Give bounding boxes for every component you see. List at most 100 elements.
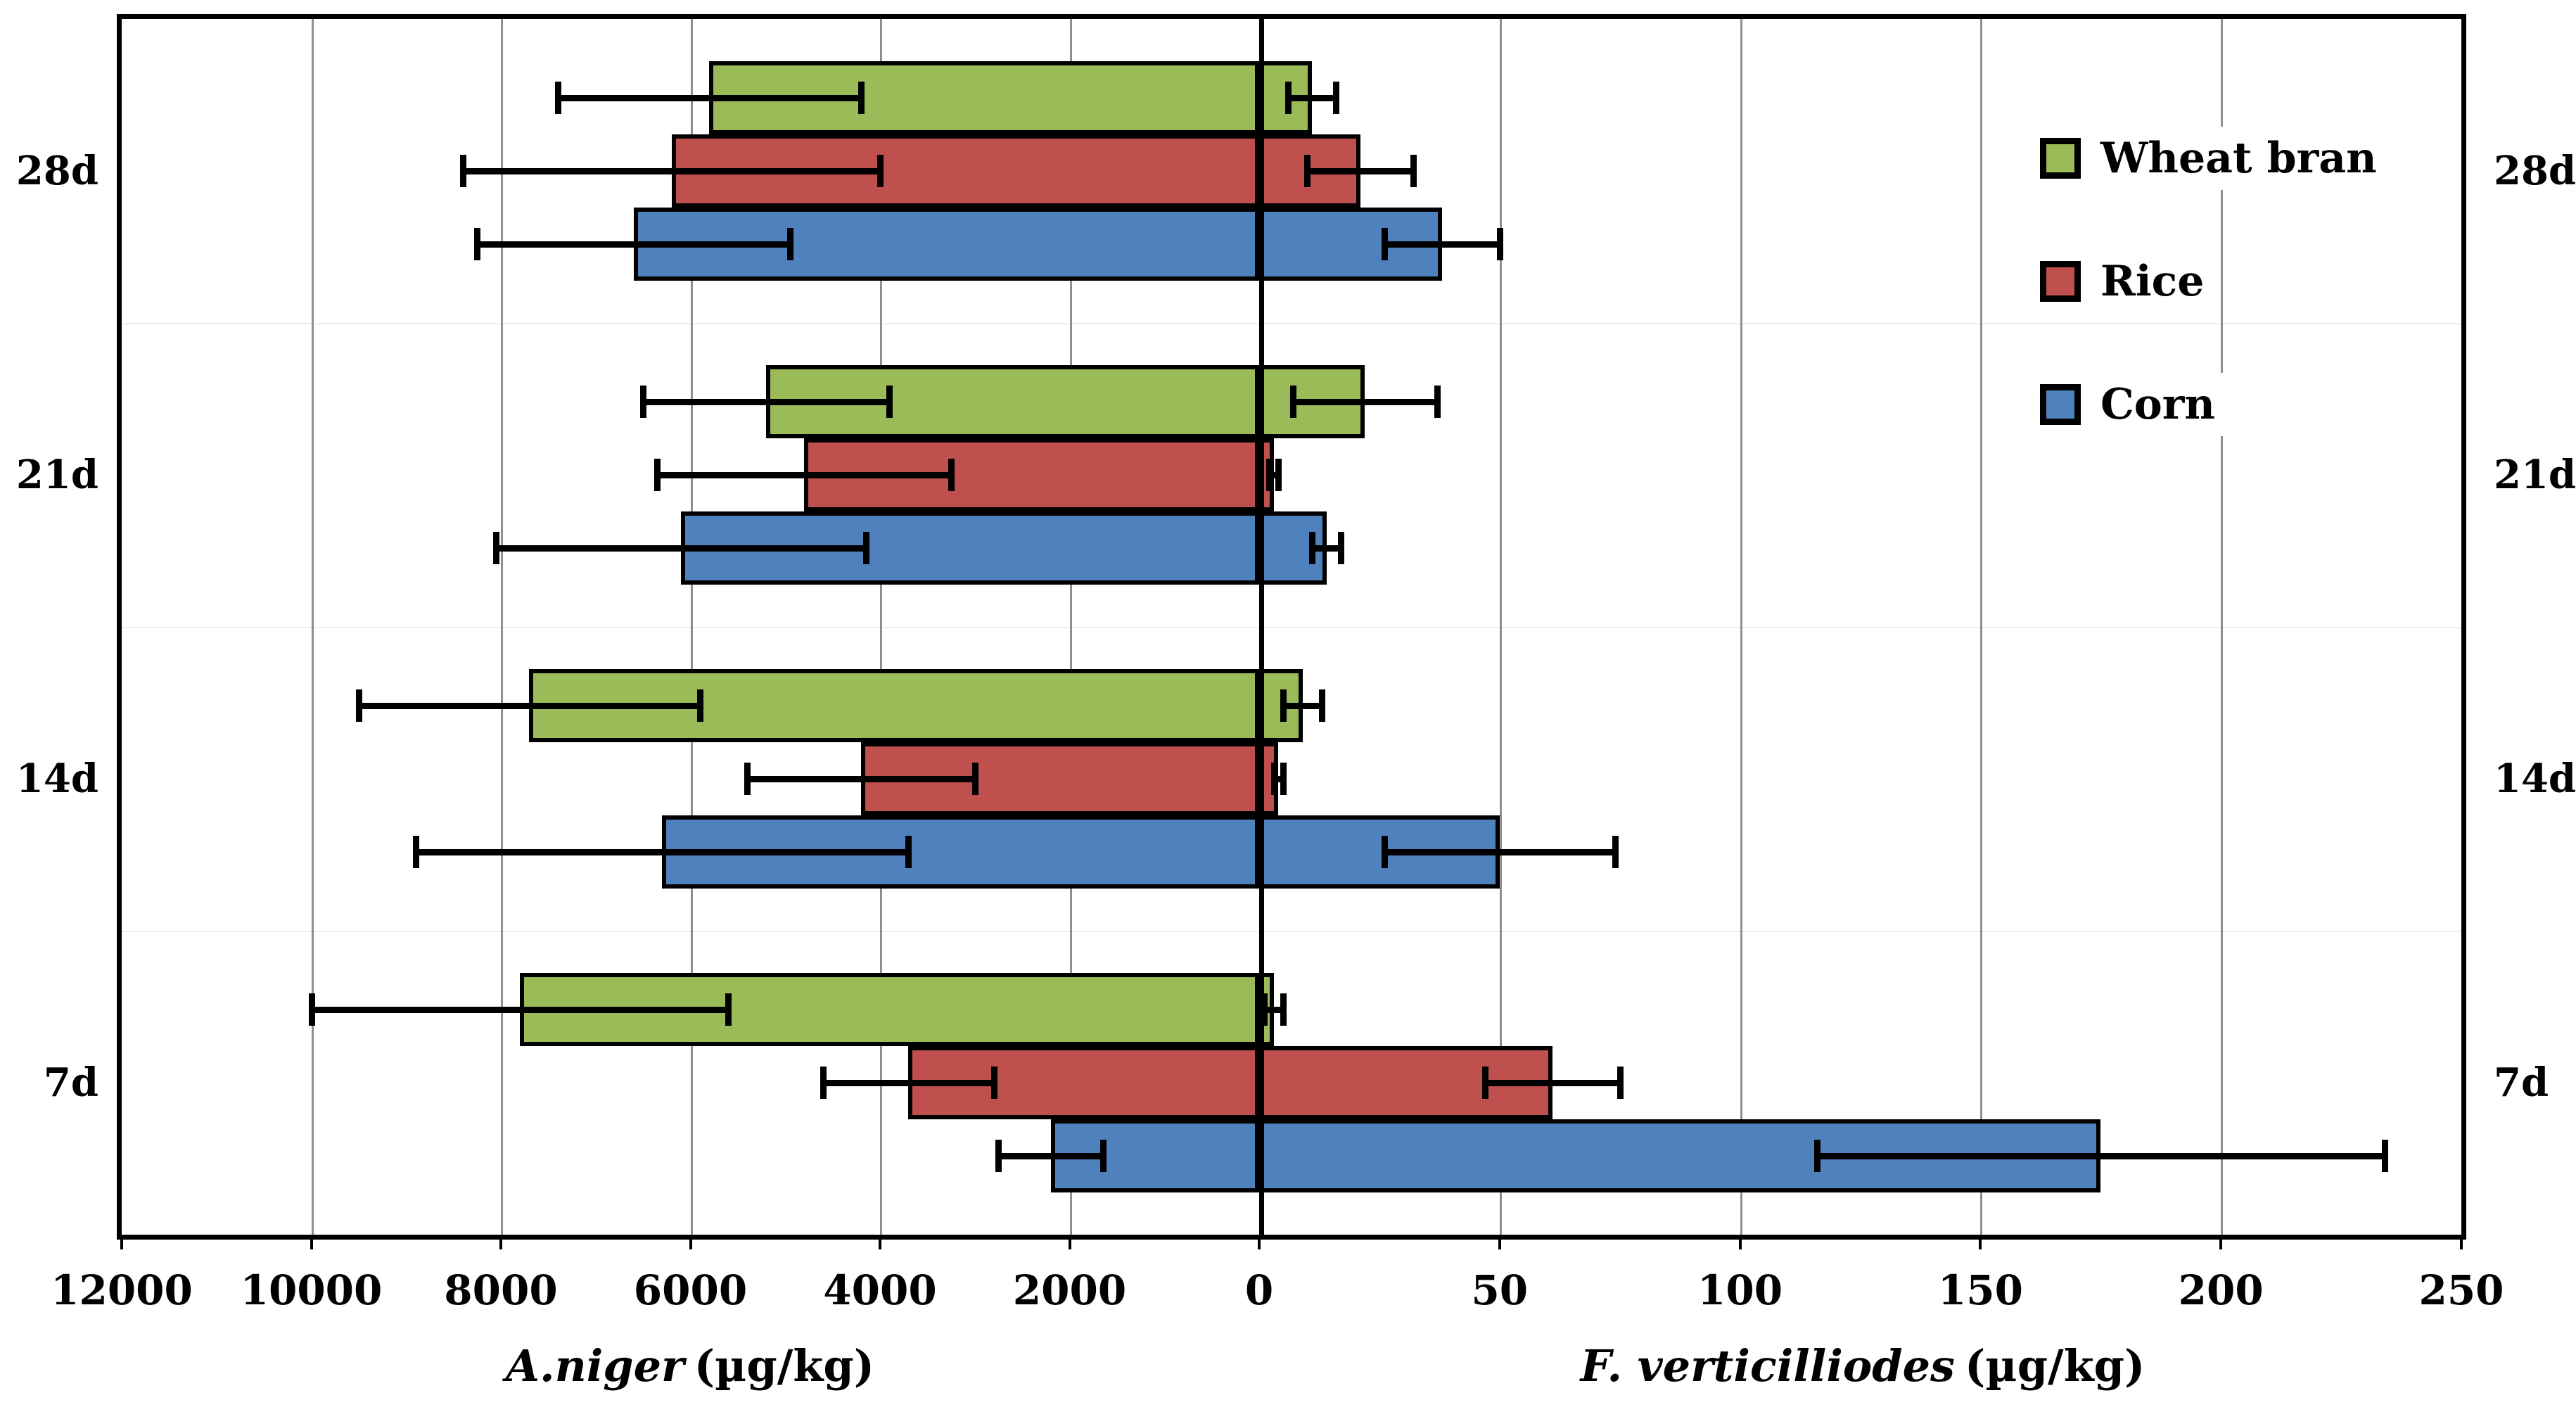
legend-label: Rice [2100,257,2205,306]
tick-right-150: 150 [1937,1266,2023,1314]
tick-right-50: 50 [1471,1266,1529,1314]
errorcap [1617,1067,1624,1099]
errorcap [1333,82,1340,114]
gridline-left-2000 [1069,19,1072,1235]
errorcap [948,459,955,491]
zero-axis [1259,19,1264,1235]
errorcap [1304,155,1311,187]
errorcap [554,82,561,114]
legend-item-rice: Rice [2033,250,2219,313]
errorbar-corn-7d-fvert [1816,1152,2385,1159]
errorcap [858,82,865,114]
errorbar-wheat-bran-7d-fvert [1263,1006,1284,1013]
legend-label: Wheat bran [2100,134,2377,183]
y-label-right-7d: 7d [2494,1060,2549,1106]
errorbar-rice-28d-fvert [1307,167,1413,174]
tick-right-200: 200 [2178,1266,2264,1314]
tick-left-4000: 4000 [823,1266,937,1314]
errorbar-corn-14d-aniger [415,848,909,855]
right-axis-units: (µg/kg) [1964,1340,2145,1392]
legend-swatch-wheat-bran [2040,138,2081,179]
left-axis-units: (µg/kg) [694,1340,875,1392]
left-axis-species: A.niger [505,1340,684,1392]
errorcap [460,155,467,187]
row-gridline [122,627,2461,628]
errorbar-wheat-bran-14d-fvert [1283,702,1322,709]
y-label-right-21d: 21d [2494,452,2576,498]
errorbar-corn-7d-aniger [998,1152,1103,1159]
gridline-left-8000 [501,19,503,1235]
right-axis-species: F. verticilliodes [1580,1340,1955,1392]
errorcap [1265,459,1273,491]
left-axis-title: A.niger (µg/kg) [506,1340,874,1392]
errorbar-rice-7d-fvert [1485,1079,1620,1086]
errorcap [654,459,661,491]
gridline-left-6000 [690,19,693,1235]
errorcap [640,386,647,418]
errorbar-corn-28d-aniger [477,241,790,248]
tick-left-2000: 2000 [1012,1266,1127,1314]
errorcap [1099,1140,1107,1172]
errorcap [696,689,703,722]
errorcap [1280,763,1287,795]
errorcap [1612,836,1619,868]
tick-left-10000: 10000 [240,1266,383,1314]
bar-rice-28d-aniger [671,134,1259,208]
tick-left-8000: 8000 [444,1266,558,1314]
y-label-left-7d: 7d [43,1060,98,1106]
legend-label: Corn [2100,380,2216,429]
y-label-left-14d: 14d [15,756,98,802]
y-label-left-28d: 28d [15,148,98,194]
tick-mark [1979,1238,1982,1249]
errorcap [886,386,893,418]
tick-mark [879,1238,881,1249]
errorcap [355,689,362,722]
errorcap [1275,459,1282,491]
tick-left-6000: 6000 [633,1266,748,1314]
tick-mark [1738,1238,1742,1249]
tick-mark [2219,1238,2223,1249]
errorcap [1496,228,1503,260]
legend-item-corn: Corn [2033,373,2230,436]
errorcap [1381,228,1388,260]
bar-corn-21d-aniger [681,511,1259,585]
errorcap [905,836,912,868]
errorbar-rice-7d-aniger [823,1079,994,1086]
y-label-right-14d: 14d [2494,756,2576,802]
errorbar-corn-14d-fvert [1384,848,1615,855]
bar-wheat-bran-21d-aniger [766,365,1259,438]
errorcap [1309,532,1316,564]
errorbar-wheat-bran-7d-aniger [311,1006,729,1013]
gridline-right-100 [1740,19,1742,1235]
errorcap [1318,689,1325,722]
errorcap [1270,763,1277,795]
tick-mark [120,1238,123,1249]
errorbar-wheat-bran-14d-aniger [358,702,700,709]
tick-mark [310,1238,313,1249]
tick-mark [1498,1238,1501,1249]
errorcap [786,228,793,260]
errorcap [1280,993,1287,1026]
tick-mark [1258,1238,1261,1249]
errorbar-corn-21d-aniger [496,545,866,552]
errorcap [1410,155,1417,187]
errorcap [1280,689,1287,722]
errorbar-rice-21d-fvert [1268,471,1279,478]
errorcap [2381,1140,2388,1172]
tick-left-12000: 12000 [51,1266,193,1314]
errorbar-wheat-bran-28d-aniger [557,94,862,101]
y-label-right-28d: 28d [2494,148,2576,194]
tick-zero: 0 [1244,1266,1274,1314]
errorcap [1285,82,1292,114]
tick-right-250: 250 [2418,1266,2504,1314]
errorcap [1813,1140,1821,1172]
errorbar-corn-21d-fvert [1312,545,1341,552]
errorcap [990,1067,997,1099]
row-gridline [122,323,2461,324]
errorcap [971,763,978,795]
errorcap [862,532,869,564]
tick-mark [689,1238,692,1249]
errorcap [1434,386,1441,418]
errorcap [877,155,884,187]
